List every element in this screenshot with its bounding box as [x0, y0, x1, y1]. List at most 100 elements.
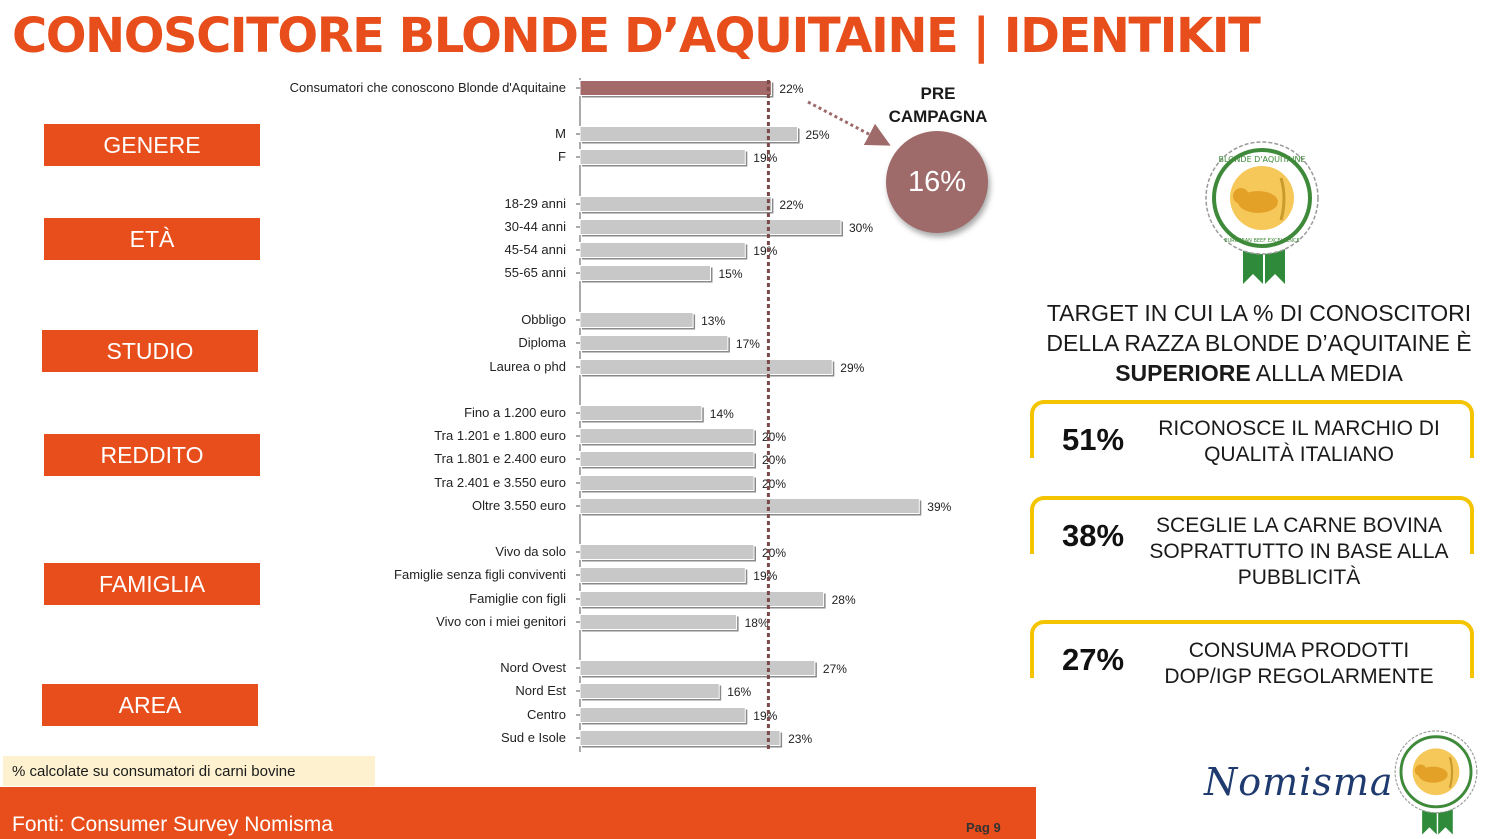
data-label: 18% [745, 616, 769, 630]
data-label: 39% [927, 500, 951, 514]
category-label: Sud e Isole [501, 730, 566, 745]
stat-desc-3: CONSUMA PRODOTTI DOP/IGP REGOLARMENTE [1164, 639, 1434, 688]
stat-box-3: 27% CONSUMA PRODOTTI DOP/IGP REGOLARMENT… [1030, 620, 1474, 688]
page-title: CONOSCITORE BLONDE D’AQUITAINE | IDENTIK… [12, 8, 1261, 64]
category-label: Consumatori che conoscono Blonde d'Aquit… [290, 80, 566, 95]
data-label: 28% [832, 593, 856, 607]
category-label: Famiglie senza figli conviventi [394, 567, 566, 582]
bar [579, 265, 711, 281]
footnote: % calcolate su consumatori di carni bovi… [3, 756, 375, 786]
stat-pct-2: 38% [1062, 518, 1125, 553]
bar [579, 405, 703, 421]
stat-desc-2: SCEGLIE LA CARNE BOVINA SOPRATTUTTO IN B… [1149, 514, 1449, 589]
bar [579, 312, 694, 328]
bar [579, 428, 755, 444]
bar [579, 335, 729, 351]
category-label: Nord Ovest [500, 660, 566, 675]
seal-bottom-text: EUROPEAN BEEF EXCELLENCE [1224, 238, 1299, 244]
bar [579, 591, 825, 607]
stat-desc-1: RICONOSCE IL MARCHIO DI QUALITÀ ITALIANO [1158, 417, 1440, 466]
category-label: Oltre 3.550 euro [472, 498, 566, 513]
stat-box-2: 38% SCEGLIE LA CARNE BOVINA SOPRATTUTTO … [1030, 496, 1474, 589]
data-label: 25% [806, 128, 830, 142]
bar-chart: Consumatori che conoscono Blonde d'Aquit… [290, 78, 952, 752]
stat-pct-3: 27% [1062, 642, 1125, 677]
category-label: F [558, 149, 566, 164]
category-label: 55-65 anni [505, 265, 567, 280]
data-label: 19% [753, 709, 777, 723]
category-label: Fino a 1.200 euro [464, 405, 566, 420]
category-label: Vivo con i miei genitori [436, 614, 566, 629]
bar [579, 149, 746, 165]
bar [579, 614, 738, 630]
footer-source: Fonti: Consumer Survey Nomisma [12, 813, 333, 836]
category-label: Centro [527, 707, 566, 722]
bar [579, 730, 781, 746]
category-label: 18-29 anni [505, 196, 567, 211]
group-label-famiglia: FAMIGLIA [44, 563, 260, 605]
category-label: Laurea o phd [489, 359, 566, 374]
target-rest: ALLLA MEDIA [1250, 360, 1403, 386]
target-line-2: DELLA RAZZA BLONDE D’AQUITAINE È [1046, 330, 1472, 356]
page-number: Pag 9 [966, 820, 1001, 835]
data-label: 20% [762, 477, 786, 491]
category-label: Tra 1.801 e 2.400 euro [434, 451, 566, 466]
data-label: 23% [788, 732, 812, 746]
group-label-eta: ETÀ [44, 218, 260, 260]
group-label-reddito: REDDITO [44, 434, 260, 476]
group-label-area: AREA [42, 684, 258, 726]
bar [579, 242, 746, 258]
target-line-1: TARGET IN CUI LA % DI CONOSCITORI [1046, 300, 1472, 326]
target-description: TARGET IN CUI LA % DI CONOSCITORI DELLA … [1026, 298, 1492, 388]
category-label: 30-44 anni [505, 219, 567, 234]
category-label: Nord Est [515, 683, 566, 698]
group-label-studio: STUDIO [42, 330, 258, 372]
data-label: 22% [779, 82, 803, 96]
blonde-aquitaine-seal-small-icon [1394, 730, 1478, 835]
bar [579, 707, 746, 723]
data-label: 29% [840, 361, 864, 375]
bar [579, 219, 842, 235]
bar [579, 451, 755, 467]
bar-highlight [579, 80, 772, 96]
data-label: 17% [736, 337, 760, 351]
bar [579, 660, 816, 676]
data-label: 19% [753, 151, 777, 165]
bar [579, 475, 755, 491]
data-label: 15% [719, 267, 743, 281]
blonde-aquitaine-seal-icon: BLONDE D'AQUITAINE EUROPEAN BEEF EXCELLE… [1205, 141, 1319, 284]
seal-top-text: BLONDE D'AQUITAINE [1218, 155, 1305, 164]
data-label: 16% [727, 685, 751, 699]
data-label: 19% [753, 569, 777, 583]
data-label: 13% [701, 314, 725, 328]
bar [579, 544, 755, 560]
bar [579, 683, 720, 699]
bar [579, 126, 798, 142]
data-label: 14% [710, 407, 734, 421]
pre-campaign-arrow [807, 100, 891, 146]
category-label: Obbligo [521, 312, 566, 327]
category-label: Famiglie con figli [469, 591, 566, 606]
category-label: Vivo da solo [495, 544, 566, 559]
data-label: 30% [849, 221, 873, 235]
target-line-3: SUPERIORE ALLLA MEDIA [1026, 358, 1492, 388]
bar [579, 498, 920, 514]
pre-campaign-bubble: 16% [886, 131, 988, 233]
stat-box-1: 51% RICONOSCE IL MARCHIO DI QUALITÀ ITAL… [1030, 400, 1474, 466]
data-label: 20% [762, 453, 786, 467]
target-bold: SUPERIORE [1115, 360, 1251, 386]
stat-pct-1: 51% [1062, 422, 1125, 457]
data-label: 22% [779, 198, 803, 212]
pre-campaign-label: PRE CAMPAGNA [888, 84, 988, 126]
bar [579, 567, 746, 583]
nomisma-logo: Nomisma [1204, 760, 1394, 804]
category-label: Diploma [518, 335, 566, 350]
group-label-genere: GENERE [44, 124, 260, 166]
data-label: 20% [762, 546, 786, 560]
footer-bar [0, 787, 1036, 839]
category-label: Tra 2.401 e 3.550 euro [434, 475, 566, 490]
bar [579, 359, 833, 375]
category-label: Tra 1.201 e 1.800 euro [434, 428, 566, 443]
data-label: 27% [823, 662, 847, 676]
data-label: 20% [762, 430, 786, 444]
